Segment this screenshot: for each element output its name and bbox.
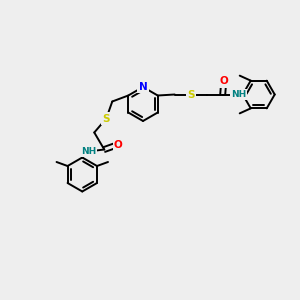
Text: S: S: [103, 113, 110, 124]
Text: N: N: [139, 82, 147, 92]
Text: O: O: [114, 140, 123, 149]
Text: O: O: [219, 76, 228, 86]
Text: NH: NH: [231, 90, 246, 99]
Text: NH: NH: [81, 147, 96, 156]
Text: S: S: [187, 89, 194, 100]
